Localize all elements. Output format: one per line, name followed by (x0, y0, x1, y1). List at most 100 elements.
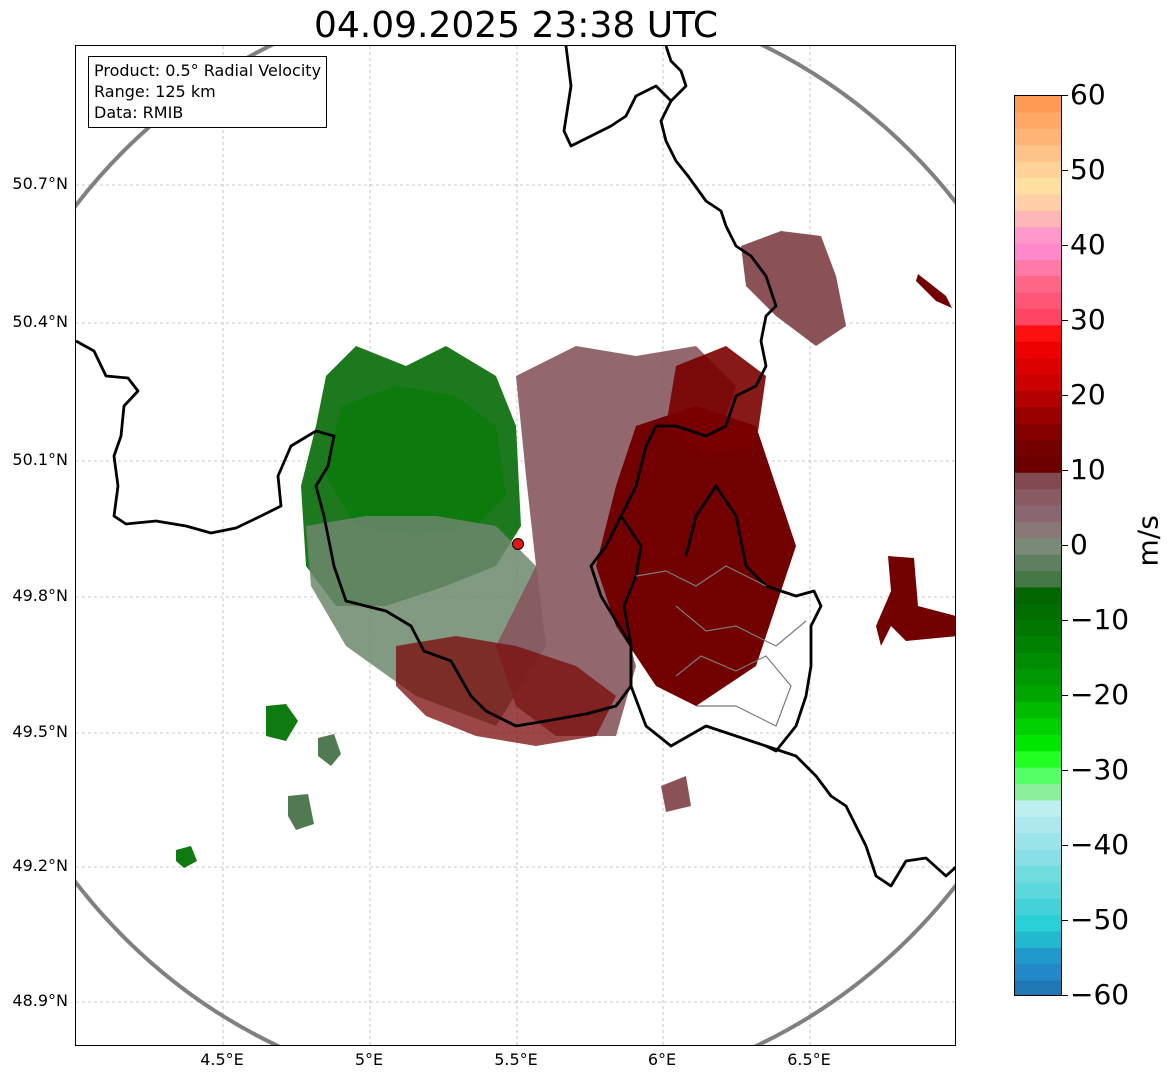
lon-label: 5.5°E (494, 1050, 538, 1069)
colorbar-band (1015, 636, 1061, 654)
echo-se-patch (661, 776, 691, 812)
colorbar-tick (1062, 320, 1068, 321)
info-range: Range: 125 km (94, 82, 216, 101)
echo-ne-streak (916, 274, 952, 308)
colorbar-band (1015, 849, 1061, 867)
lat-label: 50.7°N (12, 174, 68, 193)
colorbar-band (1015, 964, 1061, 982)
echo-sw-green-4 (176, 846, 197, 868)
colorbar-band (1015, 865, 1061, 883)
colorbar-label: 60 (1070, 78, 1106, 111)
colorbar-tick (1062, 170, 1068, 171)
colorbar-band (1015, 489, 1061, 507)
colorbar-label: −60 (1070, 978, 1130, 1011)
radar-map-canvas (76, 46, 955, 1045)
colorbar-label: −50 (1070, 903, 1130, 936)
colorbar-band (1015, 931, 1061, 949)
colorbar-band (1015, 620, 1061, 638)
radar-site-marker (512, 538, 524, 550)
colorbar-band (1015, 538, 1061, 556)
colorbar-band (1015, 652, 1061, 670)
colorbar-band (1015, 685, 1061, 703)
echo-sw-green-1 (266, 704, 298, 741)
colorbar-band (1015, 800, 1061, 818)
colorbar-band (1015, 898, 1061, 916)
colorbar-label: −30 (1070, 753, 1130, 786)
colorbar-band (1015, 423, 1061, 441)
colorbar-band (1015, 915, 1061, 933)
lon-label: 5°E (354, 1050, 384, 1069)
country-borders (76, 46, 955, 888)
radar-echoes (176, 231, 955, 868)
colorbar-band (1015, 751, 1061, 769)
colorbar-band (1015, 227, 1061, 245)
colorbar-tick (1062, 545, 1068, 546)
colorbar-label: 20 (1070, 378, 1106, 411)
product-info-box: Product: 0.5° Radial Velocity Range: 125… (88, 56, 328, 128)
colorbar-band (1015, 702, 1061, 720)
border-lux-east (684, 484, 823, 753)
colorbar-band (1015, 145, 1061, 163)
border-north (562, 46, 672, 148)
colorbar-band (1015, 882, 1061, 900)
lon-label: 6°E (647, 1050, 677, 1069)
colorbar-band (1015, 243, 1061, 261)
colorbar-tick (1062, 245, 1068, 246)
echo-sw-green-2 (318, 734, 341, 766)
velocity-colorbar (1014, 95, 1062, 996)
colorbar-tick (1062, 845, 1068, 846)
colorbar-tick (1062, 920, 1068, 921)
colorbar-label: −10 (1070, 603, 1130, 636)
colorbar-band (1015, 472, 1061, 490)
colorbar-band (1015, 325, 1061, 343)
colorbar-band (1015, 341, 1061, 359)
lon-label: 6.5°E (787, 1050, 831, 1069)
colorbar-band (1015, 603, 1061, 621)
colorbar-band (1015, 440, 1061, 457)
colorbar-band (1015, 194, 1061, 212)
colorbar-band (1015, 587, 1061, 605)
colorbar-band (1015, 161, 1061, 179)
colorbar-band (1015, 177, 1061, 195)
lat-label: 49.5°N (12, 722, 68, 741)
lat-label: 50.1°N (12, 450, 68, 469)
echo-outgoing-patch (666, 346, 766, 456)
colorbar-band (1015, 833, 1061, 851)
colorbar-band (1015, 718, 1061, 736)
colorbar-band (1015, 456, 1061, 474)
info-product: Product: 0.5° Radial Velocity (94, 61, 322, 80)
colorbar-band (1015, 784, 1061, 802)
colorbar-label: 0 (1070, 528, 1088, 561)
colorbar-band (1015, 292, 1061, 310)
colorbar-band (1015, 96, 1061, 113)
echo-east-patch (876, 556, 955, 646)
colorbar-band (1015, 210, 1061, 228)
colorbar-band (1015, 308, 1061, 326)
colorbar-band (1015, 554, 1061, 572)
radar-map[interactable] (75, 45, 956, 1046)
colorbar-label: 30 (1070, 303, 1106, 336)
colorbar-label: −40 (1070, 828, 1130, 861)
colorbar-band (1015, 980, 1061, 995)
colorbar-tick (1062, 995, 1068, 996)
colorbar-unit-label: m/s (1131, 515, 1165, 567)
info-data-source: Data: RMIB (94, 103, 184, 122)
border-lux-germany (619, 515, 955, 888)
colorbar-band (1015, 374, 1061, 392)
colorbar-tick (1062, 620, 1068, 621)
echo-sw-green-3 (288, 794, 314, 830)
echo-ne-patch (741, 231, 846, 346)
lat-label: 48.9°N (12, 991, 68, 1010)
colorbar-band (1015, 128, 1061, 146)
colorbar-tick (1062, 395, 1068, 396)
admin-boundaries (635, 565, 807, 727)
map-title: 04.09.2025 23:38 UTC (313, 5, 719, 46)
lat-label: 50.4°N (12, 312, 68, 331)
colorbar-band (1015, 390, 1061, 408)
colorbar-band (1015, 734, 1061, 752)
colorbar-band (1015, 521, 1061, 539)
lat-label: 49.8°N (12, 586, 68, 605)
colorbar-tick (1062, 95, 1068, 96)
colorbar-tick (1062, 695, 1068, 696)
colorbar-tick (1062, 770, 1068, 771)
